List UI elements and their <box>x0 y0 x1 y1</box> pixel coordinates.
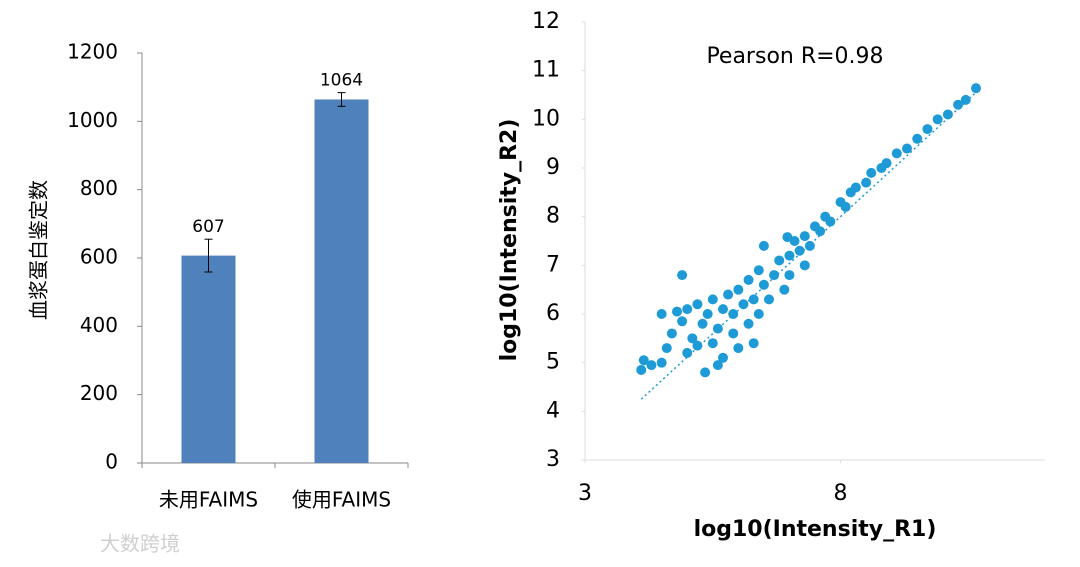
point <box>866 167 877 178</box>
bar <box>314 99 369 463</box>
point <box>718 352 728 363</box>
point <box>971 83 981 94</box>
y-tick-label: 600 <box>80 245 118 269</box>
point <box>825 216 836 227</box>
watermark: 大数跨境 <box>100 532 180 556</box>
point <box>953 99 964 110</box>
point <box>636 364 647 375</box>
x-tick-label: 8 <box>834 481 848 506</box>
value-label: 1064 <box>320 71 363 91</box>
point <box>912 133 923 144</box>
point <box>748 338 759 349</box>
y-tick-label: 4 <box>546 398 560 423</box>
point <box>677 270 688 281</box>
annotation: Pearson R=0.98 <box>706 44 883 69</box>
y-tick-label: 400 <box>80 313 118 337</box>
point <box>774 255 785 266</box>
point <box>687 333 698 344</box>
x-tick-label: 3 <box>578 481 592 506</box>
point <box>881 158 892 169</box>
point <box>666 328 677 339</box>
point <box>692 299 703 310</box>
y-tick-label: 6 <box>546 301 560 326</box>
point <box>700 367 711 378</box>
x-tick-label: 使用FAIMS <box>292 488 391 512</box>
point <box>784 270 795 281</box>
point <box>743 274 754 285</box>
point <box>782 232 793 243</box>
point <box>850 182 861 193</box>
point <box>697 318 708 329</box>
point <box>815 226 826 237</box>
point <box>656 357 667 368</box>
point <box>707 294 718 305</box>
y-tick-label: 800 <box>80 176 118 200</box>
point <box>733 284 744 295</box>
y-tick-label: 3 <box>546 447 560 472</box>
point <box>728 328 739 339</box>
x-tick-label: 未用FAIMS <box>159 488 258 512</box>
point <box>656 309 667 319</box>
y-tick-label: 5 <box>546 350 560 375</box>
value-label: 607 <box>192 217 224 237</box>
point <box>753 265 764 276</box>
point <box>902 143 912 154</box>
point <box>891 148 902 159</box>
y-tick-label: 12 <box>532 9 560 34</box>
point <box>728 309 739 319</box>
y-tick-label: 1200 <box>67 40 118 64</box>
point <box>682 304 693 315</box>
point <box>702 309 713 319</box>
point <box>672 306 682 317</box>
point <box>638 355 649 366</box>
y-tick-label: 0 <box>105 450 118 474</box>
point <box>840 201 851 212</box>
point <box>677 316 688 327</box>
point <box>799 260 810 271</box>
point <box>682 347 693 358</box>
y-tick-label: 8 <box>546 204 560 229</box>
y-tick-label: 200 <box>80 381 118 405</box>
point <box>799 231 810 242</box>
point <box>748 294 759 305</box>
point <box>804 240 815 251</box>
point <box>753 309 764 319</box>
point <box>932 114 943 125</box>
y-tick-label: 1000 <box>67 108 118 132</box>
point <box>707 338 718 349</box>
bar <box>181 255 236 463</box>
point <box>743 318 754 329</box>
point <box>723 289 734 300</box>
point <box>960 94 971 105</box>
y-tick-label: 9 <box>546 155 560 180</box>
point <box>718 304 728 315</box>
y-tick-label: 11 <box>532 58 560 83</box>
point <box>764 294 774 305</box>
y-axis-label: 血浆蛋白鉴定数 <box>27 180 51 320</box>
point <box>779 284 790 295</box>
point <box>758 279 769 290</box>
point <box>738 299 749 310</box>
point <box>692 340 703 351</box>
y-tick-label: 7 <box>546 252 560 277</box>
point <box>942 109 953 120</box>
y-tick-label: 10 <box>532 106 560 131</box>
point <box>758 240 769 251</box>
x-axis-label: log10(Intensity_R1) <box>694 517 937 542</box>
point <box>769 270 780 281</box>
point <box>661 343 672 354</box>
point <box>712 360 723 371</box>
point <box>922 124 933 135</box>
point <box>794 245 805 256</box>
point <box>712 323 723 334</box>
point <box>861 177 872 188</box>
point <box>646 360 657 371</box>
point <box>733 343 744 354</box>
y-axis-label: log10(Intensity_R2) <box>497 119 522 362</box>
point <box>784 250 795 261</box>
